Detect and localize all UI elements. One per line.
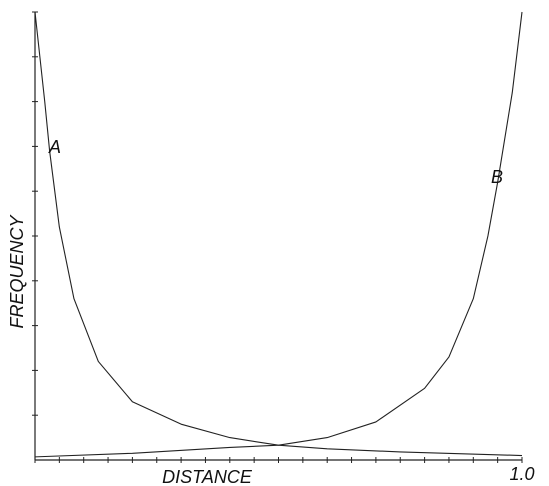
curve: [34, 11, 523, 458]
curve-label: A: [48, 137, 61, 157]
curve-label: B: [491, 167, 503, 187]
x-axis-label: DISTANCE: [162, 467, 253, 486]
y-axis-label: FREQUENCY: [7, 214, 27, 329]
curve: [34, 11, 523, 457]
x-tick-label: 1.0: [509, 464, 534, 484]
